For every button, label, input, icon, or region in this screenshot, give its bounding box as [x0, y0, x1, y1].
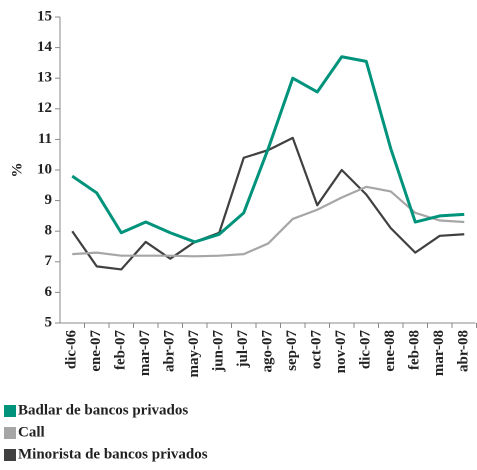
legend-label: Call: [18, 424, 45, 440]
x-tick-label: oct-07: [309, 330, 325, 370]
y-tick-label: 5: [45, 314, 53, 330]
legend-label: Badlar de bancos privados: [18, 402, 188, 418]
x-tick-label: may-07: [186, 330, 202, 378]
x-tick-label: feb-07: [113, 330, 129, 370]
y-tick-label: 14: [37, 39, 53, 55]
x-tick-label: feb-08: [407, 330, 423, 370]
x-tick-label: jun-07: [211, 330, 227, 373]
series-line: [71, 55, 465, 244]
x-tick-label: jul-07: [235, 330, 251, 369]
legend-swatch: [4, 405, 16, 417]
y-tick-label: 13: [37, 70, 52, 86]
y-tick-label: 6: [45, 284, 53, 300]
y-tick-label: 9: [45, 192, 53, 208]
y-tick-label: 10: [37, 161, 52, 177]
x-tick-label: mar-07: [137, 330, 153, 377]
y-axis-label: %: [9, 163, 25, 178]
y-tick-label: 15: [37, 8, 52, 24]
x-tick-label: ene-08: [382, 330, 398, 372]
x-tick-label: abr-08: [456, 330, 472, 372]
y-tick-label: 7: [45, 253, 53, 269]
legend-swatch: [4, 449, 16, 461]
x-tick-label: ene-07: [88, 330, 104, 372]
x-tick-label: nov-07: [333, 330, 349, 374]
x-tick-label: dic-06: [64, 330, 80, 370]
y-tick-label: 11: [38, 131, 52, 147]
y-tick-label: 8: [45, 223, 53, 239]
x-tick-label: dic-07: [358, 330, 374, 370]
legend-swatch: [4, 427, 16, 439]
x-tick-label: abr-07: [162, 330, 178, 372]
series-line: [72, 185, 465, 258]
legend-label: Minorista de bancos privados: [18, 446, 208, 462]
y-tick-label: 12: [37, 100, 52, 116]
x-tick-label: sep-07: [284, 330, 300, 371]
x-tick-label: ago-07: [260, 330, 276, 373]
x-tick-label: mar-08: [431, 330, 447, 376]
